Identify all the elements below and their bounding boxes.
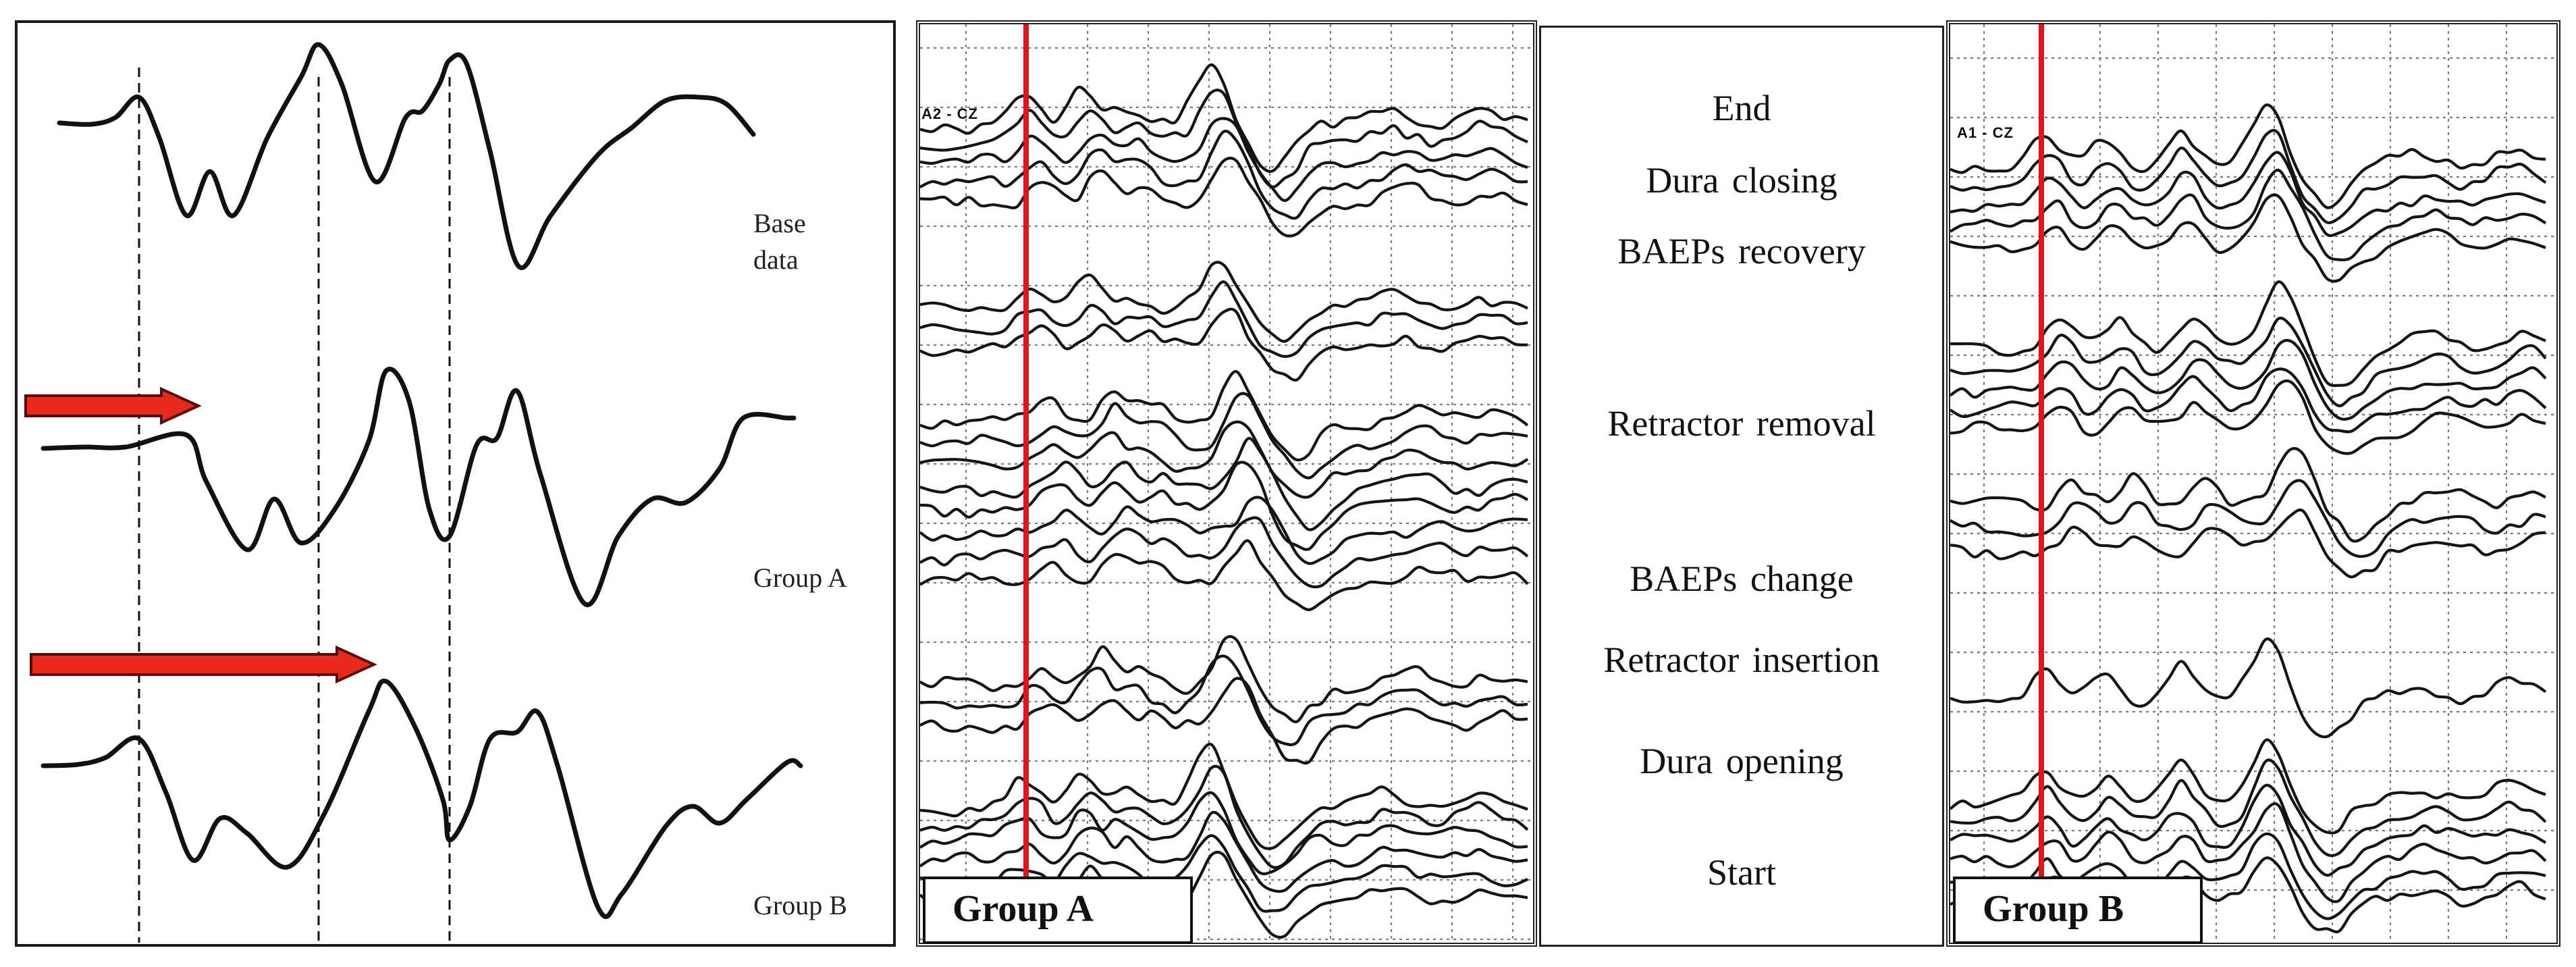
trace-line [1950, 168, 2547, 261]
trace-line [920, 677, 1528, 765]
group-a-recording-panel: A2 - CZ Group A [916, 20, 1537, 947]
group-b-traces-svg [1950, 24, 2556, 943]
trace-line [920, 539, 1529, 611]
label-base-data: Base data [753, 208, 806, 275]
event-start: Start [1707, 852, 1776, 893]
group-a-channel-label: A2 - CZ [921, 105, 978, 122]
trace-line [920, 117, 1528, 203]
trace-line [920, 63, 1528, 173]
group-b-channel-label: A1 - CZ [1957, 124, 2014, 141]
trace-line [920, 261, 1528, 343]
trace-line [1950, 479, 2546, 558]
waveform-schematic-panel: Base data Group A Group B [15, 20, 896, 947]
group-b-waveform [41, 678, 803, 919]
trace-line [920, 654, 1528, 746]
trace-line [1950, 832, 2546, 920]
trace-line [920, 516, 1529, 589]
trace-line [920, 496, 1528, 565]
trace-line [920, 437, 1528, 531]
group-b-tag: Group B [1953, 877, 2203, 944]
surgical-events-panel: End Dura closing BAEPs recovery Retracto… [1539, 26, 1944, 947]
trace-line [920, 810, 1528, 893]
trace-line [920, 130, 1528, 220]
trace-line [1950, 193, 2546, 283]
shift-arrow-group-b [30, 645, 377, 684]
trace-line [1950, 316, 2547, 408]
trace-line [1950, 508, 2546, 579]
trace-line [920, 461, 1528, 551]
event-retractor-removal: Retractor removal [1607, 403, 1876, 444]
trace-line [1950, 338, 2547, 421]
trace-line [1950, 802, 2547, 904]
event-dura-opening: Dura opening [1640, 741, 1844, 781]
schematic-svg [24, 42, 803, 943]
event-baeps-change: BAEPs change [1630, 558, 1854, 599]
trace-line [920, 791, 1528, 876]
trace-line [1950, 637, 2547, 739]
event-end: End [1712, 88, 1771, 128]
trace-line [1950, 758, 2547, 858]
trace-line [920, 88, 1528, 188]
trace-line [1950, 280, 2546, 388]
trace-line [920, 307, 1528, 382]
trace-line [1950, 367, 2547, 434]
label-group-b-trace: Group B [753, 890, 847, 920]
trace-line [1950, 379, 2546, 455]
group-b-recording-panel: A1 - CZ Group B [1946, 20, 2560, 947]
trace-line [920, 392, 1528, 479]
event-dura-closing: Dura closing [1646, 160, 1837, 201]
trace-line [1950, 447, 2546, 543]
trace-line [920, 157, 1528, 238]
trace-line [1950, 128, 2547, 224]
label-group-a-trace: Group A [753, 563, 847, 593]
trace-line [1950, 151, 2546, 237]
trace-line [1950, 103, 2546, 209]
trace-line [920, 635, 1528, 724]
evoked-potential-traces [920, 63, 1529, 939]
trace-line [920, 280, 1528, 359]
trace-line [920, 370, 1529, 462]
evoked-potential-traces [1950, 103, 2547, 934]
event-baeps-recovery: BAEPs recovery [1617, 231, 1866, 271]
trace-line [920, 764, 1529, 869]
group-a-waveform [41, 367, 797, 608]
trace-line [920, 834, 1528, 913]
base-waveform [57, 42, 756, 270]
trace-line [920, 420, 1529, 499]
group-a-traces-svg [920, 24, 1533, 943]
group-a-tag: Group A [923, 877, 1193, 944]
event-retractor-insertion: Retractor insertion [1603, 639, 1880, 680]
trace-line [1950, 783, 2547, 877]
shift-arrow-group-a [24, 386, 202, 425]
trace-line [1950, 738, 2546, 835]
